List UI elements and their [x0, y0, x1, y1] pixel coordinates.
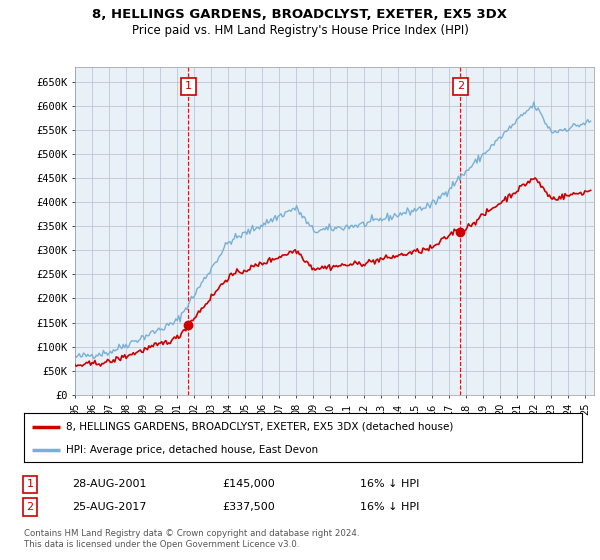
Text: HPI: Average price, detached house, East Devon: HPI: Average price, detached house, East… — [66, 445, 318, 455]
Text: £145,000: £145,000 — [222, 479, 275, 489]
Text: 25-AUG-2017: 25-AUG-2017 — [72, 502, 146, 512]
Text: Contains HM Land Registry data © Crown copyright and database right 2024.
This d: Contains HM Land Registry data © Crown c… — [24, 529, 359, 549]
Text: 2: 2 — [457, 81, 464, 91]
Text: 1: 1 — [185, 81, 191, 91]
Text: 8, HELLINGS GARDENS, BROADCLYST, EXETER, EX5 3DX: 8, HELLINGS GARDENS, BROADCLYST, EXETER,… — [92, 8, 508, 21]
Text: 28-AUG-2001: 28-AUG-2001 — [72, 479, 146, 489]
Text: 1: 1 — [26, 479, 34, 489]
Text: £337,500: £337,500 — [222, 502, 275, 512]
Text: 8, HELLINGS GARDENS, BROADCLYST, EXETER, EX5 3DX (detached house): 8, HELLINGS GARDENS, BROADCLYST, EXETER,… — [66, 422, 453, 432]
Text: Price paid vs. HM Land Registry's House Price Index (HPI): Price paid vs. HM Land Registry's House … — [131, 24, 469, 36]
Text: 16% ↓ HPI: 16% ↓ HPI — [360, 479, 419, 489]
Text: 16% ↓ HPI: 16% ↓ HPI — [360, 502, 419, 512]
Text: 2: 2 — [26, 502, 34, 512]
